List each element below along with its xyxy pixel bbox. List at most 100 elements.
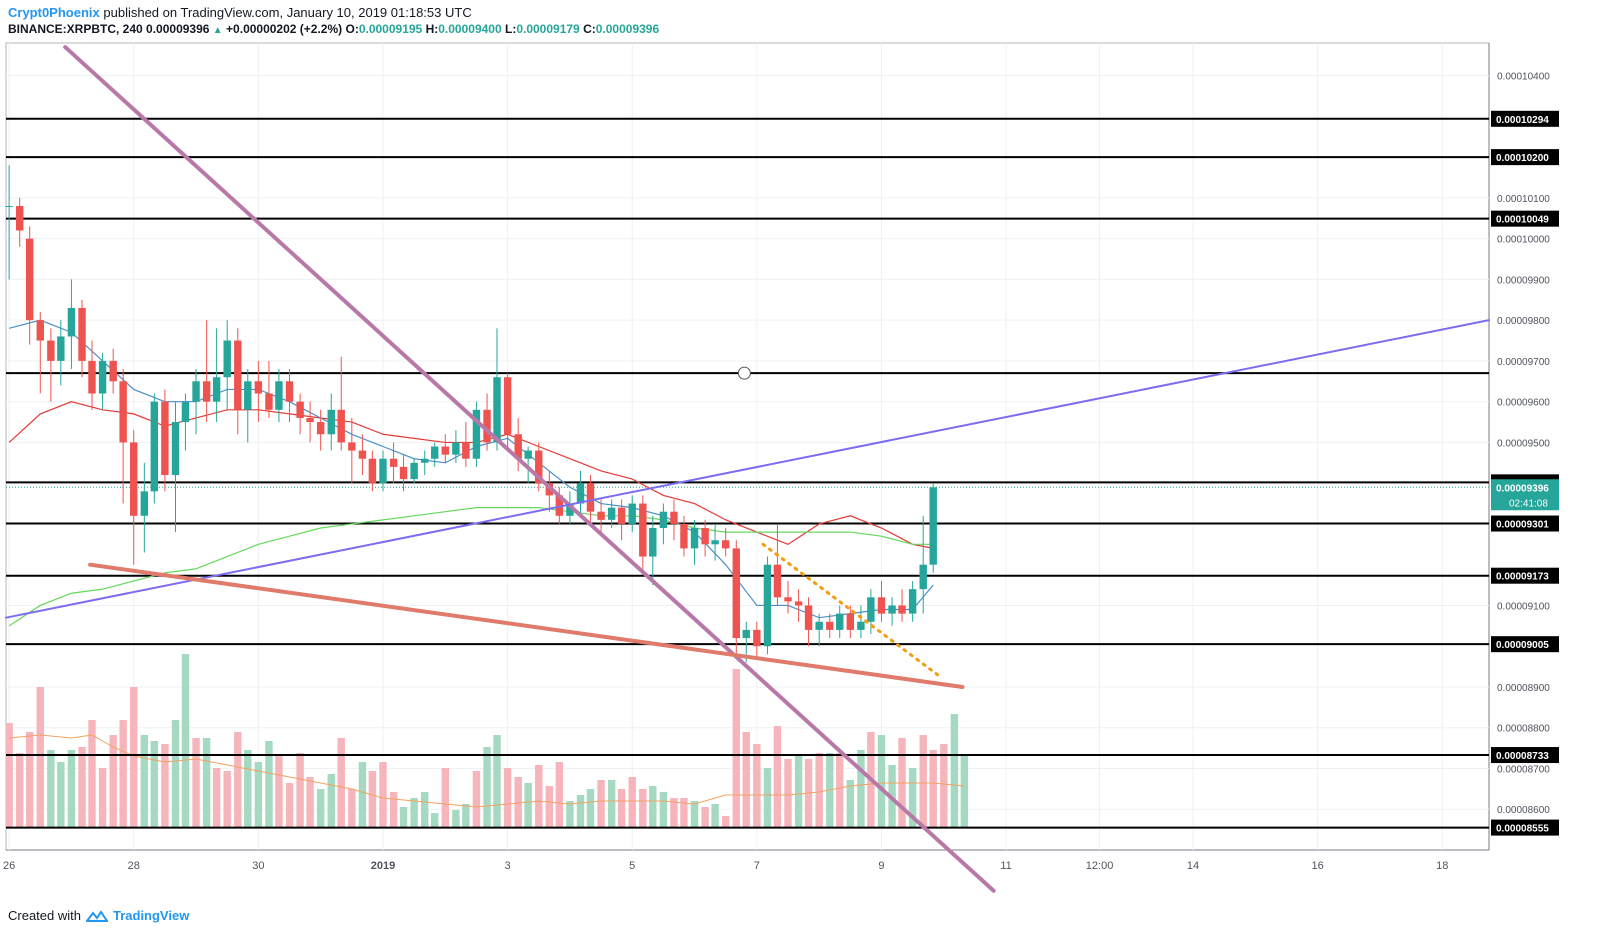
candle[interactable]	[368, 450, 377, 492]
candle[interactable]	[441, 434, 449, 463]
candle[interactable]	[784, 581, 792, 614]
blue-uptrend-line[interactable]	[5, 319, 1490, 619]
level-price-tag[interactable]: 0.00010294	[1491, 110, 1559, 127]
candle[interactable]	[483, 393, 491, 451]
trendline-handle[interactable]	[737, 366, 751, 380]
candle[interactable]	[877, 581, 886, 622]
candle[interactable]	[306, 401, 314, 443]
candle[interactable]	[254, 360, 263, 423]
candle[interactable]	[721, 528, 730, 557]
candle[interactable]	[711, 523, 719, 561]
candle[interactable]	[88, 340, 96, 410]
candle[interactable]	[389, 442, 398, 484]
candle[interactable]	[763, 556, 772, 655]
candle[interactable]	[25, 226, 34, 345]
candle[interactable]	[47, 328, 55, 402]
candle[interactable]	[857, 605, 865, 639]
candle[interactable]	[234, 328, 242, 435]
candle[interactable]	[794, 589, 803, 622]
candle[interactable]	[410, 458, 418, 484]
candle[interactable]	[296, 393, 304, 435]
candle[interactable]	[171, 401, 180, 533]
author-name[interactable]: Crypt0Phoenix	[8, 5, 100, 20]
candle[interactable]	[680, 515, 688, 557]
level-price-tag[interactable]: 0.00009301	[1491, 515, 1559, 532]
candle[interactable]	[119, 369, 127, 504]
red-support-line[interactable]	[88, 562, 965, 689]
candle[interactable]	[430, 442, 439, 467]
level-price-tag[interactable]: 0.00009173	[1491, 567, 1559, 584]
candle[interactable]	[908, 581, 917, 622]
candle[interactable]	[503, 373, 512, 451]
candle[interactable]	[150, 393, 159, 504]
candle[interactable]	[670, 499, 678, 541]
candle[interactable]	[753, 621, 761, 659]
candle[interactable]	[898, 589, 906, 622]
candle[interactable]	[535, 442, 543, 492]
candle[interactable]	[192, 369, 200, 435]
candle[interactable]	[57, 320, 65, 386]
candle[interactable]	[98, 352, 107, 410]
candle[interactable]	[836, 605, 844, 639]
candle[interactable]	[514, 417, 522, 471]
candle[interactable]	[202, 320, 211, 423]
trendlines[interactable]	[5, 45, 1490, 893]
candle[interactable]	[804, 597, 813, 647]
candle[interactable]	[78, 299, 86, 378]
candle[interactable]	[659, 503, 668, 545]
time-axis[interactable]: 26 28 30 2019 3 5 7 9 11 12:00 14 16 18	[3, 860, 1448, 872]
candle[interactable]	[379, 450, 387, 492]
current-price-tag[interactable]: 0.00009396 02:41:08	[1491, 479, 1559, 511]
candle[interactable]	[826, 613, 834, 639]
candle[interactable]	[452, 430, 460, 463]
level-price-tag[interactable]: 0.00008733	[1491, 747, 1559, 764]
candle[interactable]	[493, 328, 501, 451]
candle[interactable]	[919, 515, 927, 614]
candle[interactable]	[524, 446, 532, 484]
candle[interactable]	[285, 369, 294, 423]
candle[interactable]	[223, 320, 231, 410]
candle[interactable]	[67, 279, 76, 370]
candle[interactable]	[472, 401, 481, 467]
candle[interactable]	[888, 597, 896, 626]
candle[interactable]	[617, 499, 626, 541]
candle[interactable]	[109, 348, 117, 394]
candle[interactable]	[212, 328, 221, 423]
candle[interactable]	[244, 369, 252, 443]
candle[interactable]	[607, 499, 616, 529]
candle[interactable]	[773, 523, 782, 606]
candle[interactable]	[421, 450, 429, 476]
candle[interactable]	[348, 417, 356, 484]
candle[interactable]	[628, 495, 636, 533]
candle[interactable]	[690, 519, 699, 565]
candle[interactable]	[275, 369, 283, 423]
candle[interactable]	[555, 487, 564, 524]
candle[interactable]	[732, 540, 740, 655]
candle[interactable]	[337, 356, 345, 451]
candle[interactable]	[181, 393, 190, 451]
candle[interactable]	[16, 197, 24, 247]
candle[interactable]	[576, 470, 585, 516]
candle[interactable]	[846, 605, 855, 639]
price-axis[interactable]: 0.00010400 0.00010100 0.00010000 0.00009900…	[1491, 72, 1559, 836]
candle[interactable]	[462, 422, 470, 467]
tradingview-brand[interactable]: TradingView	[112, 908, 190, 923]
candle[interactable]	[701, 519, 709, 557]
candle[interactable]	[5, 165, 13, 280]
candle[interactable]	[265, 360, 273, 418]
candle[interactable]	[130, 430, 138, 565]
candle[interactable]	[929, 483, 937, 573]
candle[interactable]	[639, 495, 647, 573]
candle[interactable]	[597, 499, 605, 533]
candle[interactable]	[327, 393, 335, 451]
candle[interactable]	[649, 515, 657, 586]
candle[interactable]	[161, 389, 169, 492]
candle[interactable]	[358, 434, 367, 476]
candle[interactable]	[316, 409, 325, 451]
level-price-tag[interactable]: 0.00010049	[1491, 210, 1559, 227]
candle[interactable]	[140, 462, 149, 553]
candle[interactable]	[399, 454, 408, 492]
candle[interactable]	[36, 312, 44, 394]
candle[interactable]	[815, 613, 823, 647]
